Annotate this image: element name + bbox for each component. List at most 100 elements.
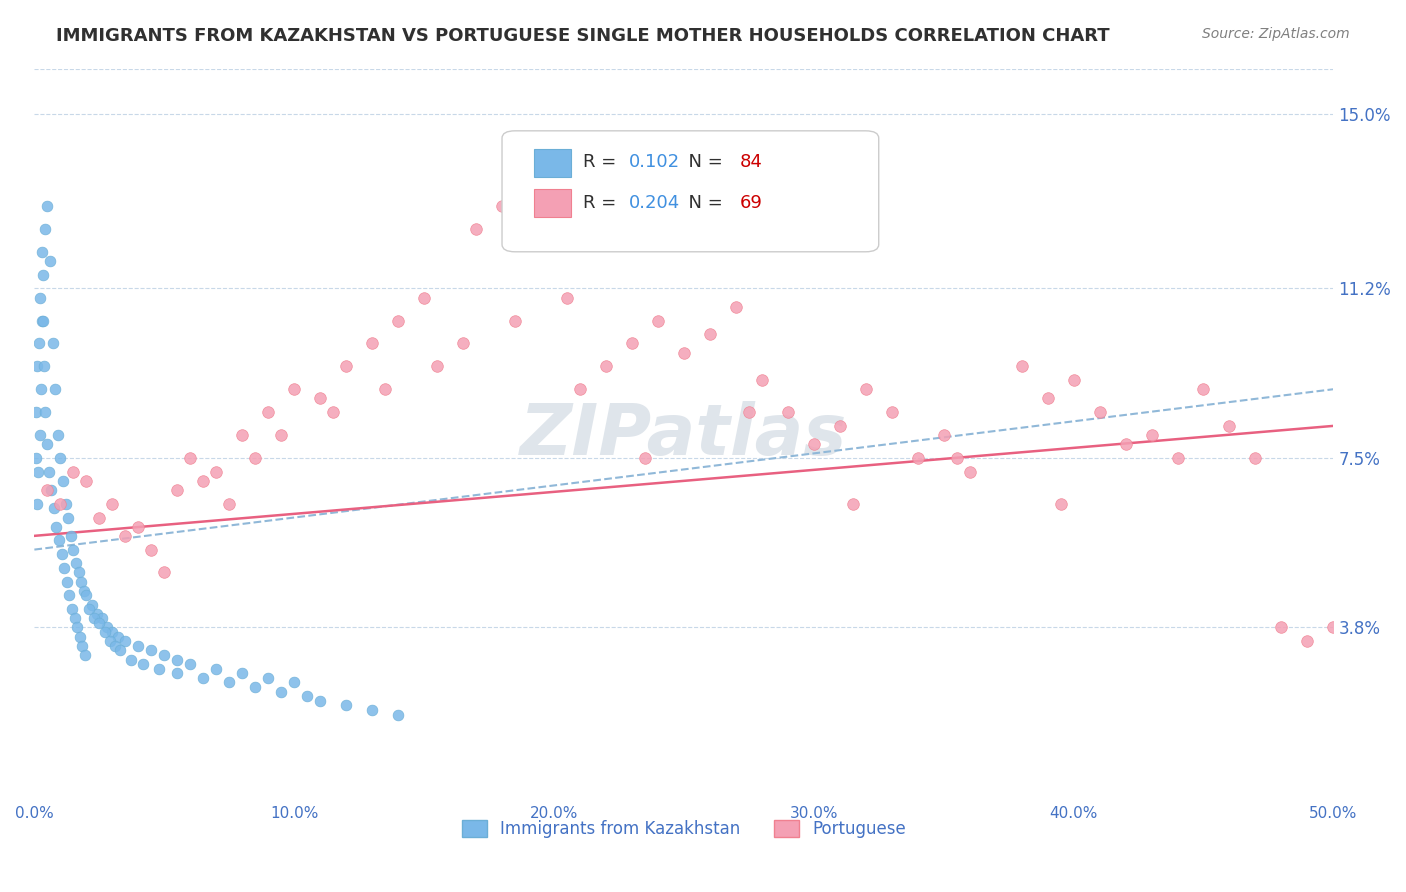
Text: R =: R = bbox=[582, 153, 621, 171]
Point bbox=[387, 707, 409, 722]
Text: 84: 84 bbox=[740, 153, 762, 171]
Point bbox=[907, 450, 929, 465]
Point bbox=[1011, 359, 1033, 374]
Point bbox=[55, 497, 77, 511]
Point bbox=[945, 450, 967, 465]
Point bbox=[127, 519, 149, 533]
Point bbox=[107, 630, 129, 644]
Point bbox=[28, 336, 51, 351]
Point bbox=[32, 359, 55, 374]
Point bbox=[86, 607, 108, 621]
Point bbox=[25, 497, 48, 511]
Point bbox=[218, 675, 240, 690]
Point bbox=[141, 542, 163, 557]
Point bbox=[295, 689, 318, 703]
Point bbox=[58, 588, 80, 602]
Point bbox=[63, 611, 86, 625]
Point bbox=[75, 474, 97, 488]
FancyBboxPatch shape bbox=[502, 131, 879, 252]
Point bbox=[39, 254, 62, 268]
Text: R =: R = bbox=[582, 194, 621, 211]
Point bbox=[555, 291, 578, 305]
Point bbox=[842, 497, 865, 511]
Point bbox=[27, 465, 49, 479]
Point bbox=[141, 643, 163, 657]
Point bbox=[31, 244, 53, 259]
Point bbox=[1166, 450, 1188, 465]
Point bbox=[1088, 405, 1111, 419]
Point bbox=[70, 574, 93, 589]
Point bbox=[193, 474, 215, 488]
Point bbox=[568, 382, 591, 396]
Point bbox=[309, 392, 332, 406]
Point bbox=[1115, 437, 1137, 451]
Point bbox=[52, 474, 75, 488]
Point bbox=[51, 547, 73, 561]
Point bbox=[283, 382, 305, 396]
Point bbox=[309, 694, 332, 708]
Point bbox=[28, 428, 51, 442]
Text: IMMIGRANTS FROM KAZAKHSTAN VS PORTUGUESE SINGLE MOTHER HOUSEHOLDS CORRELATION CH: IMMIGRANTS FROM KAZAKHSTAN VS PORTUGUESE… bbox=[56, 27, 1109, 45]
Point bbox=[1140, 428, 1163, 442]
Text: 69: 69 bbox=[740, 194, 762, 211]
Legend: Immigrants from Kazakhstan, Portuguese: Immigrants from Kazakhstan, Portuguese bbox=[456, 813, 912, 845]
Point bbox=[1192, 382, 1215, 396]
Point bbox=[1218, 418, 1240, 433]
Point bbox=[465, 222, 488, 236]
Point bbox=[53, 561, 76, 575]
Point bbox=[153, 648, 176, 662]
Point bbox=[451, 336, 474, 351]
Point bbox=[35, 437, 58, 451]
Point bbox=[41, 336, 63, 351]
Point bbox=[1296, 634, 1319, 648]
Point bbox=[89, 615, 111, 630]
Point bbox=[114, 529, 136, 543]
Point bbox=[69, 630, 91, 644]
Point bbox=[132, 657, 155, 672]
Point bbox=[60, 602, 83, 616]
Point bbox=[855, 382, 877, 396]
Point bbox=[413, 291, 436, 305]
Point bbox=[98, 634, 121, 648]
Point bbox=[179, 657, 201, 672]
Point bbox=[49, 450, 72, 465]
Point bbox=[724, 300, 747, 314]
Point bbox=[30, 382, 52, 396]
Point bbox=[101, 625, 124, 640]
Point bbox=[73, 648, 96, 662]
Point bbox=[27, 359, 49, 374]
Point bbox=[66, 620, 89, 634]
Point bbox=[80, 598, 103, 612]
Point bbox=[148, 662, 170, 676]
Point bbox=[67, 566, 90, 580]
Point bbox=[1063, 373, 1085, 387]
Point bbox=[30, 291, 52, 305]
Point bbox=[1270, 620, 1292, 634]
Point bbox=[231, 428, 253, 442]
Point bbox=[104, 639, 127, 653]
Point bbox=[620, 336, 643, 351]
Point bbox=[166, 666, 188, 681]
Point bbox=[543, 222, 565, 236]
Text: N =: N = bbox=[678, 153, 728, 171]
Point bbox=[828, 418, 851, 433]
FancyBboxPatch shape bbox=[534, 189, 571, 218]
Point bbox=[699, 327, 721, 342]
Point bbox=[503, 313, 526, 327]
Point bbox=[166, 483, 188, 497]
Point bbox=[48, 533, 70, 548]
Point bbox=[90, 611, 112, 625]
Text: 0.204: 0.204 bbox=[630, 194, 681, 211]
Point bbox=[101, 497, 124, 511]
Point bbox=[62, 542, 84, 557]
Point bbox=[335, 698, 357, 713]
Point bbox=[205, 662, 228, 676]
Point bbox=[193, 671, 215, 685]
Point bbox=[120, 652, 142, 666]
FancyBboxPatch shape bbox=[534, 149, 571, 177]
Point bbox=[56, 574, 79, 589]
Point bbox=[283, 675, 305, 690]
Point bbox=[65, 557, 87, 571]
Point bbox=[218, 497, 240, 511]
Point bbox=[387, 313, 409, 327]
